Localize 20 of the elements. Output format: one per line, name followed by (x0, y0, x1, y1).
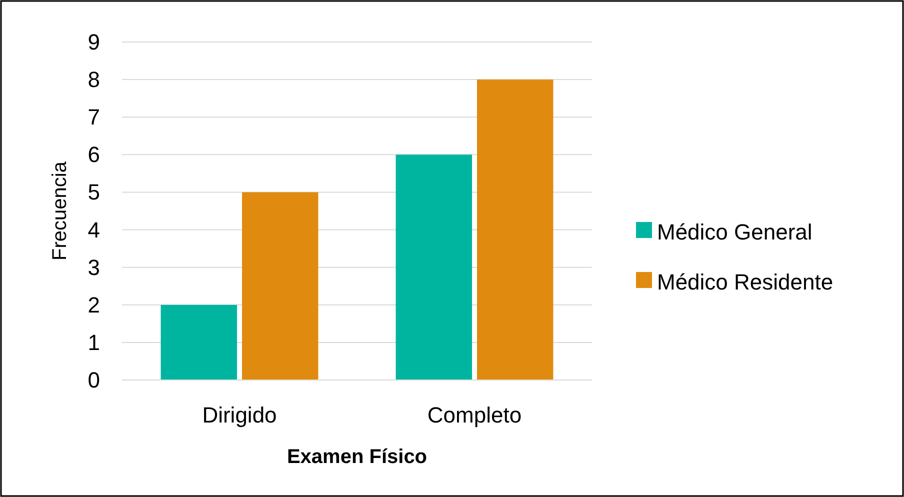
bar (160, 304, 237, 380)
y-tick-label: 5 (88, 180, 100, 205)
bar (242, 192, 318, 380)
y-tick-label: 6 (88, 142, 100, 168)
y-tick-label: 7 (88, 104, 100, 130)
y-tick-label: 1 (88, 330, 100, 355)
y-tick-label: 0 (88, 368, 100, 392)
x-axis-title: Examen Físico (286, 446, 428, 468)
x-tick-label: Dirigido (202, 402, 277, 428)
legend-label: Médico Residente (657, 270, 834, 294)
y-tick-label: 2 (88, 292, 100, 318)
bar (396, 154, 472, 380)
bar (477, 80, 554, 380)
y-tick-label: 4 (88, 217, 100, 242)
legend-label: Médico General (657, 220, 812, 244)
y-tick-label: 8 (88, 67, 100, 92)
y-axis-title: Frecuencia (49, 160, 71, 260)
y-tick-label: 3 (88, 254, 100, 280)
y-tick-label: 9 (88, 30, 100, 54)
x-tick-label: Completo (427, 402, 522, 428)
